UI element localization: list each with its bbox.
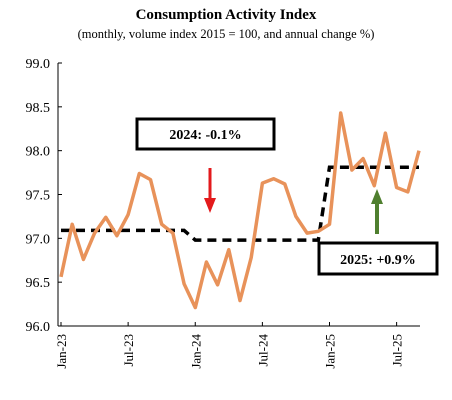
annotation-2024-box	[135, 117, 276, 151]
y-tick-label: 99.0	[26, 57, 51, 72]
y-tick-label: 96.0	[26, 320, 51, 335]
annual-average-line	[61, 165, 419, 242]
y-tick-label: 98.0	[26, 145, 51, 160]
x-axis: Jan-23 Jul-23 Jan-24 Jul-24 Jan-25 Jul-25	[54, 322, 405, 369]
y-tick-label: 97.5	[26, 189, 51, 204]
chart-subtitle: (monthly, volume index 2015 = 100, and a…	[78, 27, 375, 41]
y-tick-label: 97.0	[26, 232, 51, 247]
x-tick-label: Jul-23	[121, 334, 136, 367]
y-axis: 96.0 96.5 97.0 97.5 98.0 98.5 99.0	[26, 57, 62, 335]
x-tick-label: Jan-23	[54, 334, 69, 369]
y-tick-label: 98.5	[26, 101, 51, 116]
annotation-2024-label: 2024: -0.1%	[169, 128, 241, 143]
y-tick-label: 96.5	[26, 276, 51, 291]
series-line	[59, 111, 421, 310]
down-arrow-icon	[204, 168, 216, 213]
x-tick-label: Jul-25	[390, 334, 405, 367]
up-arrow-icon	[371, 189, 383, 234]
x-tick-label: Jan-24	[188, 334, 203, 369]
x-tick-label: Jan-25	[323, 334, 338, 369]
annotation-2025-label: 2025: +0.9%	[340, 253, 416, 268]
annotation-2025-box	[317, 241, 439, 276]
chart-title: Consumption Activity Index	[136, 7, 317, 23]
x-tick-label: Jul-24	[255, 334, 270, 367]
